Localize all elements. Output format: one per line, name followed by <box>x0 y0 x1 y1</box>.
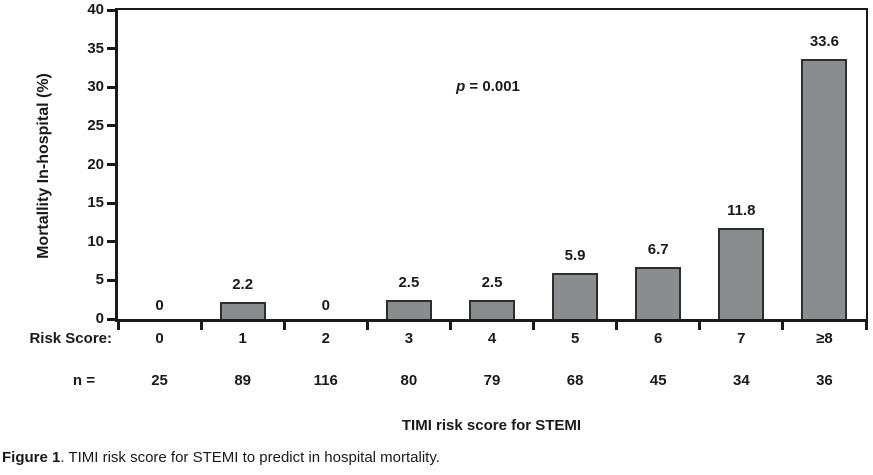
bar-value-label: 11.8 <box>727 201 756 219</box>
bar <box>469 299 515 319</box>
n-value: 25 <box>151 372 168 389</box>
risk-score-value: 1 <box>238 330 247 347</box>
x-axis-tick <box>864 322 868 330</box>
bar-value-label: 0 <box>155 297 164 314</box>
risk-score-value: 7 <box>737 330 746 347</box>
x-axis-tick <box>698 322 702 330</box>
y-axis-title: Mortallity In-hospital (%) <box>35 73 52 259</box>
bar <box>635 267 682 319</box>
bar <box>219 302 266 319</box>
y-axis-tick <box>107 8 115 12</box>
bar-value-label: 2.5 <box>481 273 503 291</box>
y-tick-label: 0 <box>95 310 104 327</box>
x-axis-tick <box>282 322 286 330</box>
risk-score-value: 6 <box>654 330 663 347</box>
bar-value-label: 0 <box>321 297 330 314</box>
y-tick-label: 5 <box>95 271 104 289</box>
n-value: 116 <box>313 372 338 389</box>
n-value: 68 <box>566 372 584 389</box>
y-axis-tick <box>107 163 115 166</box>
y-tick-label: 30 <box>87 78 104 96</box>
risk-score-value: 0 <box>155 330 164 347</box>
risk-score-value: 2 <box>321 330 330 347</box>
y-axis-tick <box>107 201 115 205</box>
y-axis-tick <box>107 124 115 128</box>
n-value: 80 <box>400 372 418 389</box>
x-axis-tick <box>781 322 785 330</box>
n-value: 89 <box>234 372 251 389</box>
y-tick-label: 35 <box>87 39 104 57</box>
n-value: 34 <box>732 372 750 389</box>
y-tick-label: 15 <box>87 194 104 212</box>
p-value-annotation: p = 0.001 <box>427 78 549 95</box>
y-axis-tick <box>107 317 115 321</box>
p-symbol: p <box>456 78 466 95</box>
n-row-label: n = <box>72 372 95 389</box>
y-tick-label: 40 <box>87 1 104 18</box>
x-axis-tick <box>615 322 619 330</box>
x-axis-tick <box>199 322 203 330</box>
y-tick-label: 20 <box>87 155 104 173</box>
bar-value-label: 2.2 <box>232 276 254 293</box>
x-axis-title: TIMI risk score for STEMI <box>401 417 582 434</box>
n-value: 79 <box>483 372 501 389</box>
bar-value-label: 2.5 <box>398 273 420 291</box>
x-axis-tick <box>116 322 120 330</box>
risk-score-value: ≥8 <box>816 330 833 347</box>
caption-text: . TIMI risk score for STEMI to predict i… <box>60 449 440 466</box>
y-axis-tick <box>107 278 115 282</box>
bar-value-label: 6.7 <box>647 241 669 259</box>
n-value: 45 <box>649 372 667 389</box>
figure-caption: Figure 1. TIMI risk score for STEMI to p… <box>2 449 440 466</box>
bar-value-label: 33.6 <box>809 33 840 51</box>
y-tick-label: 25 <box>87 116 104 134</box>
bar <box>718 227 765 319</box>
bar <box>552 273 599 319</box>
caption-figure-number: Figure 1 <box>2 449 61 466</box>
y-axis-tick <box>107 47 115 51</box>
risk-score-value: 4 <box>487 330 497 347</box>
x-axis-tick <box>365 322 369 330</box>
y-tick-label: 10 <box>87 232 104 250</box>
p-value-text: = 0.001 <box>465 78 520 95</box>
bar-value-label: 5.9 <box>564 247 586 265</box>
x-axis-tick <box>532 322 536 330</box>
n-value: 36 <box>816 372 833 389</box>
risk-score-value: 3 <box>404 330 414 347</box>
risk-score-row-label: Risk Score: <box>29 330 112 347</box>
x-axis-tick <box>448 322 452 330</box>
y-axis-tick <box>107 240 115 244</box>
risk-score-value: 5 <box>570 330 580 347</box>
y-axis-tick <box>107 85 115 89</box>
bar <box>801 59 848 319</box>
bar <box>385 299 432 319</box>
plot-area <box>115 8 868 322</box>
